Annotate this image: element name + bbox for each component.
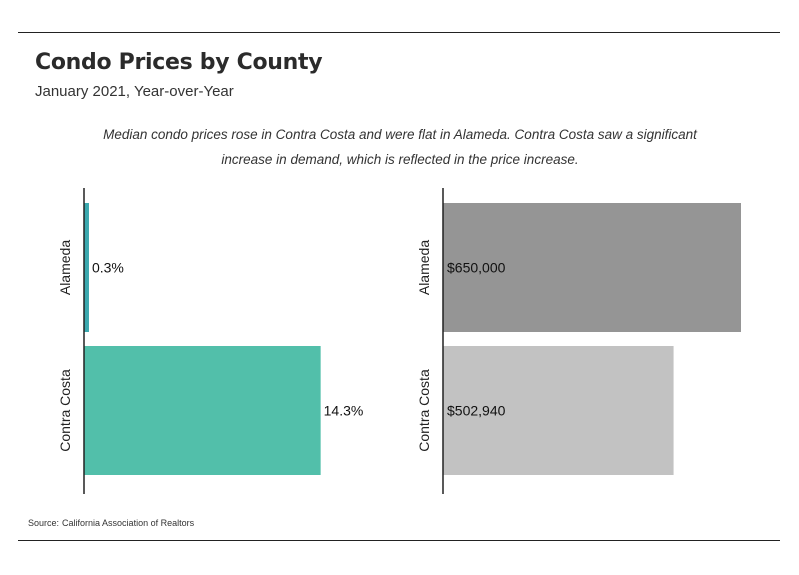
source-value: California Association of Realtors [62, 518, 195, 528]
value-label-2-alameda: $650,000 [447, 260, 506, 276]
bottom-rule [18, 540, 780, 541]
bar-2-contra-costa [443, 346, 674, 475]
category-label-1-contra-costa: Contra Costa [57, 369, 73, 452]
chart-annotation: Median condo prices rose in Contra Costa… [103, 127, 697, 167]
value-label-1-contra-costa: 14.3% [324, 403, 364, 419]
top-rule [18, 32, 780, 33]
bar-1-alameda [84, 203, 89, 332]
category-label-2-alameda: Alameda [416, 240, 432, 295]
bar-1-contra-costa [84, 346, 321, 475]
source-label: Source: [28, 518, 60, 528]
source-note: Source: California Association of Realtor… [28, 518, 194, 528]
value-label-1-alameda: 0.3% [92, 260, 124, 276]
category-label-2-contra-costa: Contra Costa [416, 369, 432, 452]
chart-title: Condo Prices by County [35, 50, 323, 75]
bar-2-alameda [443, 203, 741, 332]
chart-subtitle: January 2021, Year-over-Year [35, 83, 234, 100]
value-label-2-contra-costa: $502,940 [447, 403, 506, 419]
category-label-1-alameda: Alameda [57, 240, 73, 295]
